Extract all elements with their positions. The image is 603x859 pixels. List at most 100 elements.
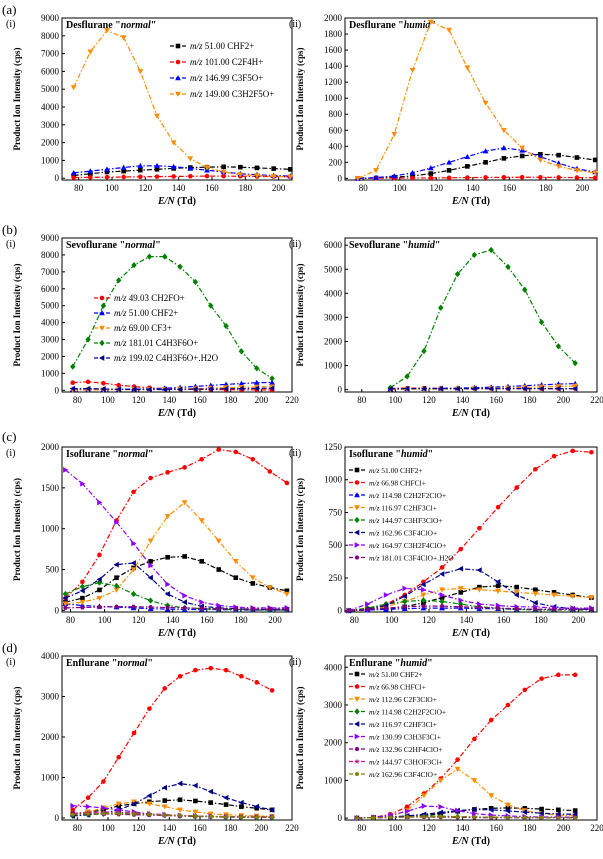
legend-marker <box>354 747 360 751</box>
data-point <box>284 480 290 486</box>
y-tick-label: 2000 <box>324 336 343 346</box>
data-point <box>556 815 561 820</box>
x-tick-label: 180 <box>239 183 253 193</box>
data-point <box>80 595 85 601</box>
plot-frame <box>61 17 293 181</box>
data-point <box>522 286 528 293</box>
x-tick-label: 100 <box>389 395 403 405</box>
data-point <box>572 808 578 813</box>
data-point <box>471 806 477 813</box>
data-point <box>284 607 290 612</box>
chart-panel: (ii) Desflurane "humid" 80 100 120 140 160 180 2… <box>289 13 599 207</box>
data-point <box>495 588 501 594</box>
data-point <box>551 592 557 598</box>
data-point <box>269 375 275 382</box>
data-point <box>237 172 244 178</box>
data-point <box>482 148 489 154</box>
data-point <box>192 782 198 789</box>
data-point <box>410 175 415 181</box>
data-point <box>346 608 352 613</box>
data-point <box>62 601 69 607</box>
series-line <box>72 805 273 818</box>
data-point <box>446 175 452 181</box>
y-tick-label: 2000 <box>41 351 60 361</box>
data-point <box>69 385 76 392</box>
x-tick-label: 140 <box>460 615 474 625</box>
data-point <box>537 157 544 163</box>
data-point <box>238 385 244 392</box>
data-point <box>458 546 464 552</box>
data-point <box>574 175 580 180</box>
data-point <box>383 592 389 598</box>
data-point <box>121 174 126 180</box>
x-tick-label: 160 <box>205 183 219 193</box>
data-point <box>97 552 102 558</box>
data-point <box>116 382 122 388</box>
data-point <box>79 583 86 590</box>
plot-frame <box>61 446 293 613</box>
y-tick-label: 0 <box>55 173 60 183</box>
x-axis-label: E/N (Td) <box>451 196 490 207</box>
data-point <box>148 605 153 610</box>
data-point <box>104 174 110 180</box>
x-tick-label: 180 <box>534 615 548 625</box>
data-point <box>63 466 69 473</box>
data-point <box>437 809 444 816</box>
section-label-d: (d) <box>2 640 17 655</box>
y-tick-label: 1800 <box>324 29 343 39</box>
x-tick-label: 140 <box>456 395 470 405</box>
legend-marker <box>99 339 105 347</box>
legend-marker <box>354 480 360 485</box>
x-tick-label: 80 <box>359 183 369 193</box>
data-point <box>146 386 152 393</box>
data-point <box>555 384 562 390</box>
x-tick-label: 200 <box>576 183 590 193</box>
data-point <box>505 385 511 392</box>
data-point <box>404 373 410 380</box>
y-tick-label: 250 <box>329 573 343 583</box>
data-point <box>438 814 443 819</box>
legend-label: m/z 49.03 CH2FO+ <box>114 293 185 303</box>
legend-marker <box>354 696 360 702</box>
x-tick-label: 100 <box>101 823 115 833</box>
data-point <box>439 592 445 598</box>
legend-label: m/z 144.97 C3HF3ClO+ <box>369 516 443 525</box>
x-tick-label: 120 <box>132 395 146 405</box>
y-tick-label: 3000 <box>41 691 60 701</box>
data-point <box>287 174 294 180</box>
data-point <box>62 590 69 598</box>
x-tick-label: 200 <box>572 615 586 625</box>
data-point <box>495 583 501 589</box>
x-tick-label: 120 <box>132 615 146 625</box>
series-line <box>348 605 592 612</box>
x-tick-label: 180 <box>523 823 537 833</box>
x-tick-label: 220 <box>590 823 603 833</box>
series-line <box>65 562 287 611</box>
data-point <box>131 540 137 547</box>
data-point <box>439 587 445 593</box>
data-point <box>70 802 76 809</box>
data-point <box>539 676 544 681</box>
y-tick-label: 1400 <box>324 61 343 71</box>
y-tick-label: 1500 <box>41 483 60 493</box>
data-point <box>402 585 408 592</box>
data-point <box>472 814 477 819</box>
data-point <box>182 592 188 599</box>
data-point <box>97 499 103 506</box>
data-point <box>464 153 471 160</box>
data-point <box>288 167 293 172</box>
data-point <box>458 590 464 595</box>
y-tick-label: 5000 <box>324 264 343 274</box>
data-point <box>254 680 260 685</box>
data-point <box>555 164 562 170</box>
legend-marker <box>175 59 181 65</box>
legend-label: m/z 162.96 C3F4ClO+ <box>369 770 437 779</box>
data-point <box>455 814 460 819</box>
x-tick-label: 100 <box>105 183 119 193</box>
data-point <box>471 251 478 258</box>
data-point <box>522 687 528 693</box>
data-point <box>488 385 494 392</box>
series-line <box>65 555 288 603</box>
section-label-a: (a) <box>2 2 16 17</box>
x-tick-label: 80 <box>357 823 367 833</box>
